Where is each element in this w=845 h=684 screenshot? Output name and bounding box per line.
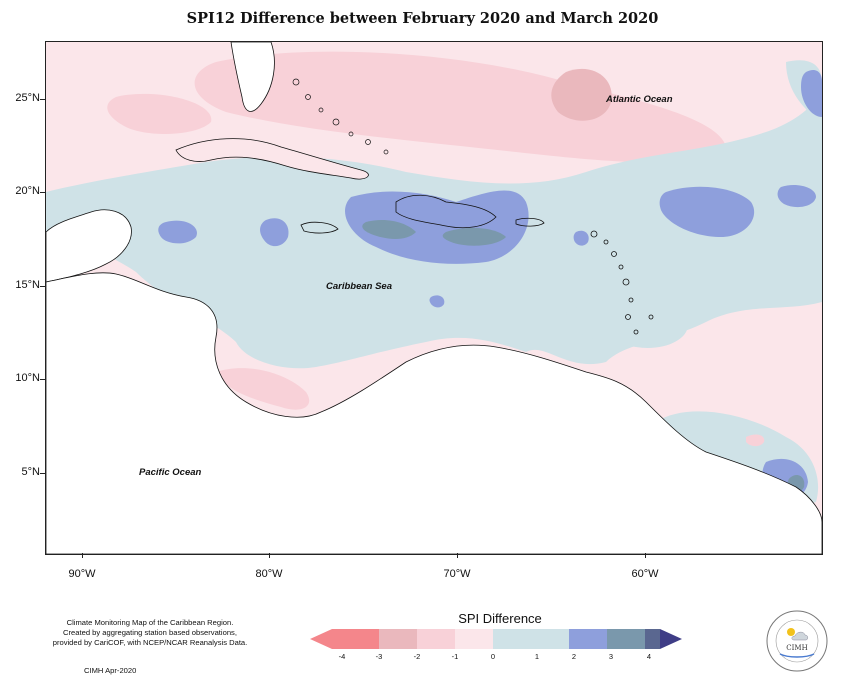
legend-swatch [417, 629, 455, 649]
atlantic-ocean-label: Atlantic Ocean [606, 94, 673, 105]
x-tick [82, 553, 83, 558]
sun-icon [787, 628, 795, 636]
y-tick-label: 10°N [15, 372, 40, 384]
legend-tick: -4 [338, 652, 346, 661]
y-tick-label: 5°N [21, 466, 40, 478]
y-tick-label: 25°N [15, 92, 40, 104]
pacific-ocean-label: Pacific Ocean [139, 467, 202, 478]
legend-arrow-high [660, 629, 682, 649]
legend-swatch [531, 629, 569, 649]
cimh-logo-graphic: CIMH [766, 610, 828, 672]
y-tick [40, 99, 45, 100]
x-tick-label: 70°W [443, 568, 471, 580]
legend-swatch [455, 629, 493, 649]
legend-tick: 4 [646, 652, 652, 661]
spi-difference-map [46, 42, 822, 554]
lesser-antilles [590, 230, 654, 335]
cloud-icon [791, 631, 809, 641]
legend-tick: -1 [451, 652, 459, 661]
credits-line: provided by CariCOF, with NCEP/NCAR Rean… [52, 638, 248, 648]
legend-tick: 1 [534, 652, 540, 661]
legend-swatch [332, 629, 379, 649]
y-tick [40, 286, 45, 287]
credits-line: Climate Monitoring Map of the Caribbean … [66, 618, 234, 627]
x-tick [645, 553, 646, 558]
x-tick-label: 60°W [631, 568, 659, 580]
legend-swatch [493, 629, 531, 649]
legend-tick: -2 [413, 652, 421, 661]
caribbean-sea-label: Caribbean Sea [326, 281, 392, 292]
legend-arrow-low [310, 629, 332, 649]
y-tick [40, 379, 45, 380]
x-tick [457, 553, 458, 558]
y-tick-label: 15°N [15, 279, 40, 291]
legend-colorbar [310, 629, 682, 649]
map-area [45, 41, 823, 555]
credits-line: Created by aggregating station based obs… [63, 628, 237, 638]
legend-swatch [645, 629, 660, 649]
legend-swatch [379, 629, 417, 649]
bahamas [292, 78, 389, 155]
legend-title: SPI Difference [458, 611, 542, 626]
y-tick [40, 473, 45, 474]
map-title: SPI12 Difference between February 2020 a… [186, 10, 659, 27]
y-tick-label: 20°N [15, 185, 40, 197]
legend-tick: -3 [375, 652, 383, 661]
y-tick [40, 192, 45, 193]
landmass-group [46, 42, 822, 554]
legend-swatch [569, 629, 607, 649]
legend-tick: 0 [490, 652, 496, 661]
x-tick [269, 553, 270, 558]
issue-stamp: CIMH Apr-2020 [84, 666, 137, 675]
cimh-logo: CIMH [766, 610, 828, 672]
credits-text: Climate Monitoring Map of the Caribbean … [20, 618, 280, 649]
x-tick-label: 80°W [255, 568, 283, 580]
legend-swatch [607, 629, 645, 649]
logo-text: CIMH [786, 644, 807, 652]
legend-tick: 2 [571, 652, 577, 661]
x-tick-label: 90°W [68, 568, 96, 580]
legend-tick: 3 [608, 652, 614, 661]
